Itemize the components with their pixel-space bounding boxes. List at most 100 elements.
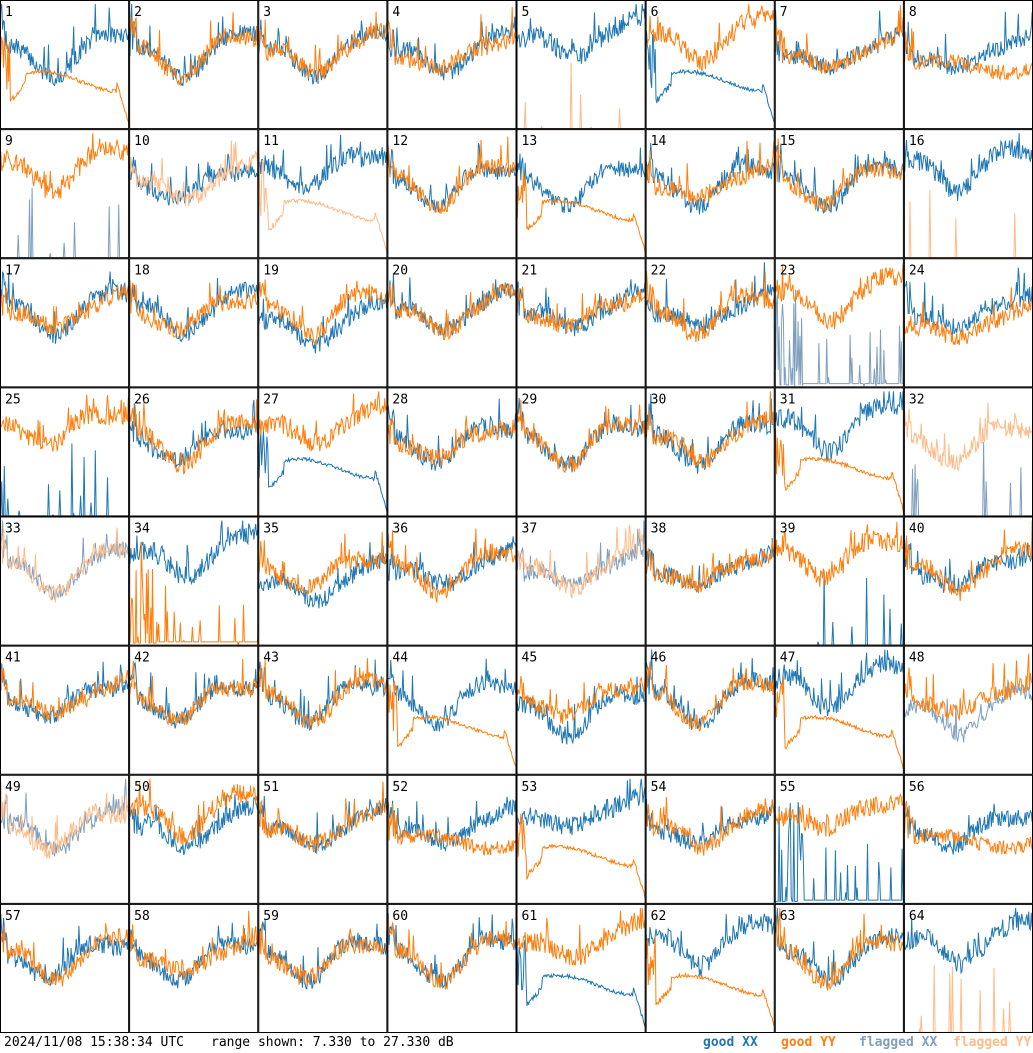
series-line-xx <box>387 16 517 81</box>
series-line-yy <box>903 653 1033 722</box>
panel-border <box>516 774 646 904</box>
series-line-yy <box>129 280 259 339</box>
series-line-xx <box>516 397 646 473</box>
panel-label: 50 <box>134 780 150 795</box>
spectrum-panel: 57 <box>0 903 130 1033</box>
series-line-yy <box>645 796 775 856</box>
panel-border <box>774 774 904 904</box>
series-line-yy <box>516 399 646 474</box>
series-line-xx <box>0 443 130 517</box>
series-line-xx <box>258 912 388 990</box>
series-line-xx <box>645 913 775 977</box>
panel-label: 38 <box>651 522 667 537</box>
spectrum-panel: 11 <box>258 129 388 259</box>
panel-label: 16 <box>909 134 925 149</box>
series-line-yy <box>387 136 517 215</box>
series-line-yy <box>258 658 388 730</box>
series-line-xx <box>903 907 1033 975</box>
spectrum-panel: 22 <box>645 258 775 388</box>
series-line-xx <box>516 147 646 214</box>
series-line-yy <box>774 138 904 213</box>
panel-border <box>129 645 259 775</box>
series-line-yy <box>903 287 1033 346</box>
series-line-yy <box>387 680 517 769</box>
panel-label: 45 <box>522 651 538 666</box>
panel-label: 58 <box>134 909 150 924</box>
panel-label: 18 <box>134 263 150 278</box>
series-line-yy <box>387 919 517 991</box>
series-line-xx <box>387 536 517 592</box>
panel-label: 32 <box>909 392 925 407</box>
spectrum-panel: 31 <box>774 387 904 517</box>
panel-border <box>645 903 775 1033</box>
panel-border <box>0 387 130 517</box>
panel-label: 4 <box>392 5 400 20</box>
panel-label: 12 <box>392 134 408 149</box>
spectrum-panel: 2 <box>129 0 259 130</box>
panel-label: 57 <box>5 909 21 924</box>
series-line-yy <box>903 964 1033 1033</box>
panel-label: 14 <box>651 134 667 149</box>
panel-label: 29 <box>522 392 538 407</box>
panel-label: 41 <box>5 651 21 666</box>
panel-border <box>645 387 775 517</box>
spectrum-panel: 17 <box>0 258 130 388</box>
series-line-yy <box>516 907 646 966</box>
spectrum-panel: 63 <box>774 903 904 1033</box>
panel-border <box>387 258 517 388</box>
spectrum-panel: 25 <box>0 387 130 517</box>
panel-border <box>258 774 388 904</box>
spectrum-panel: 44 <box>387 645 517 775</box>
panel-label: 52 <box>392 780 408 795</box>
panel-border <box>129 774 259 904</box>
spectrum-panel: 47 <box>774 645 904 775</box>
spectrum-panel: 1 <box>0 0 130 130</box>
spectrum-panel: 5 <box>516 0 646 130</box>
series-line-xx <box>0 187 130 259</box>
spectrum-panel: 45 <box>516 645 646 775</box>
series-line-xx <box>0 3 130 87</box>
panel-border <box>0 258 130 388</box>
panel-border <box>774 516 904 646</box>
panel-label: 59 <box>263 909 279 924</box>
series-line-yy <box>774 521 904 587</box>
series-line-yy <box>645 140 775 204</box>
panel-border <box>387 516 517 646</box>
series-line-yy <box>258 781 388 852</box>
series-line-xx <box>387 658 517 732</box>
panel-border <box>0 129 130 259</box>
spectrum-panel: 59 <box>258 903 388 1033</box>
panel-border <box>516 645 646 775</box>
panel-border <box>516 258 646 388</box>
spectrum-panel: 10 <box>129 129 259 259</box>
series-line-yy <box>0 36 130 125</box>
legend-flagged-xx: flagged XX <box>859 1035 938 1050</box>
panel-label: 20 <box>392 263 408 278</box>
legend-good-yy: good YY <box>781 1035 836 1050</box>
spectrum-panel: 49 <box>0 774 130 904</box>
series-line-yy <box>387 415 517 466</box>
series-line-yy <box>387 282 517 341</box>
series-line-yy <box>387 7 517 77</box>
panel-border <box>129 903 259 1033</box>
series-line-xx <box>903 803 1033 855</box>
panel-border <box>387 0 517 130</box>
panel-label: 37 <box>522 522 538 537</box>
panel-label: 36 <box>392 522 408 537</box>
spectrum-panel: 37 <box>516 516 646 646</box>
panel-label: 6 <box>651 5 659 20</box>
series-line-yy <box>903 28 1033 82</box>
panel-label: 44 <box>392 651 408 666</box>
panel-border <box>129 516 259 646</box>
series-line-xx <box>516 935 646 1028</box>
spectrum-panel: 41 <box>0 645 130 775</box>
series-line-xx <box>774 143 904 214</box>
panel-label: 27 <box>263 392 279 407</box>
panel-label: 60 <box>392 909 408 924</box>
panel-border <box>0 774 130 904</box>
panel-border <box>129 258 259 388</box>
spectrum-panel: 15 <box>774 129 904 259</box>
spectrum-panel: 55 <box>774 774 904 904</box>
